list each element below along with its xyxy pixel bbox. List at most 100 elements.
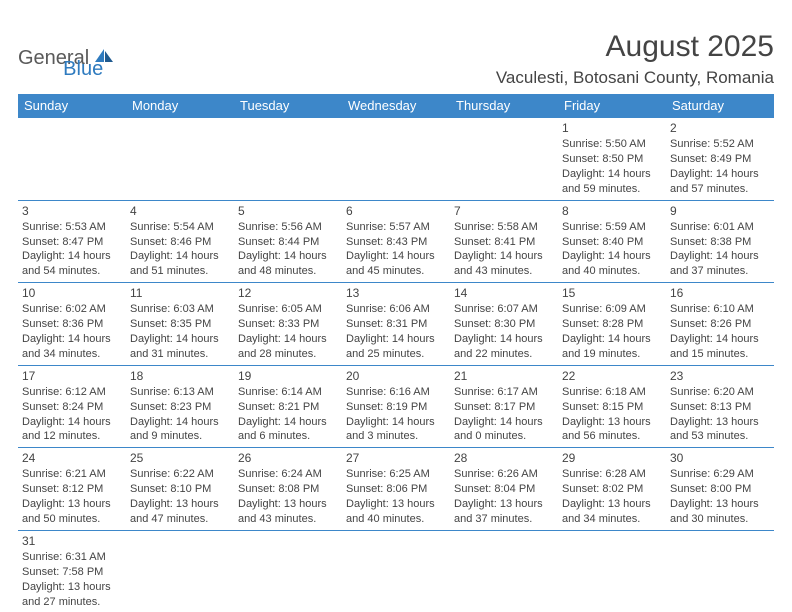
day-number: 11 bbox=[130, 285, 230, 301]
day-info-line: Daylight: 14 hours bbox=[454, 332, 554, 347]
day-info-line: Daylight: 14 hours bbox=[238, 415, 338, 430]
weekday-header: Monday bbox=[126, 94, 234, 118]
day-info-line: and 50 minutes. bbox=[22, 512, 122, 527]
day-info-line: Daylight: 14 hours bbox=[238, 249, 338, 264]
calendar-cell: 11Sunrise: 6:03 AMSunset: 8:35 PMDayligh… bbox=[126, 283, 234, 366]
calendar-cell bbox=[234, 118, 342, 201]
day-info-line: Sunset: 8:08 PM bbox=[238, 482, 338, 497]
calendar-cell: 21Sunrise: 6:17 AMSunset: 8:17 PMDayligh… bbox=[450, 365, 558, 448]
day-info-line: Daylight: 14 hours bbox=[454, 415, 554, 430]
calendar-cell: 30Sunrise: 6:29 AMSunset: 8:00 PMDayligh… bbox=[666, 448, 774, 531]
calendar-cell: 8Sunrise: 5:59 AMSunset: 8:40 PMDaylight… bbox=[558, 200, 666, 283]
day-number: 4 bbox=[130, 203, 230, 219]
calendar-cell: 20Sunrise: 6:16 AMSunset: 8:19 PMDayligh… bbox=[342, 365, 450, 448]
calendar-cell: 16Sunrise: 6:10 AMSunset: 8:26 PMDayligh… bbox=[666, 283, 774, 366]
day-info-line: Sunset: 8:24 PM bbox=[22, 400, 122, 415]
day-info-line: Sunset: 8:26 PM bbox=[670, 317, 770, 332]
day-info-line: Sunrise: 5:52 AM bbox=[670, 137, 770, 152]
calendar-cell bbox=[450, 530, 558, 612]
day-info-line: Sunrise: 6:31 AM bbox=[22, 550, 122, 565]
weekday-header: Tuesday bbox=[234, 94, 342, 118]
calendar-cell: 31Sunrise: 6:31 AMSunset: 7:58 PMDayligh… bbox=[18, 530, 126, 612]
calendar-cell: 28Sunrise: 6:26 AMSunset: 8:04 PMDayligh… bbox=[450, 448, 558, 531]
calendar-cell: 19Sunrise: 6:14 AMSunset: 8:21 PMDayligh… bbox=[234, 365, 342, 448]
calendar-cell: 18Sunrise: 6:13 AMSunset: 8:23 PMDayligh… bbox=[126, 365, 234, 448]
day-number: 18 bbox=[130, 368, 230, 384]
calendar-cell: 27Sunrise: 6:25 AMSunset: 8:06 PMDayligh… bbox=[342, 448, 450, 531]
calendar-cell bbox=[450, 118, 558, 201]
day-info-line: Sunset: 8:23 PM bbox=[130, 400, 230, 415]
day-info-line: Sunset: 7:58 PM bbox=[22, 565, 122, 580]
day-number: 28 bbox=[454, 450, 554, 466]
calendar-row: 10Sunrise: 6:02 AMSunset: 8:36 PMDayligh… bbox=[18, 283, 774, 366]
day-info-line: Sunrise: 6:24 AM bbox=[238, 467, 338, 482]
day-info-line: Daylight: 14 hours bbox=[562, 332, 662, 347]
day-info-line: and 45 minutes. bbox=[346, 264, 446, 279]
day-info-line: Sunrise: 5:56 AM bbox=[238, 220, 338, 235]
day-info-line: and 56 minutes. bbox=[562, 429, 662, 444]
day-number: 12 bbox=[238, 285, 338, 301]
day-info-line: Daylight: 14 hours bbox=[454, 249, 554, 264]
day-info-line: and 40 minutes. bbox=[346, 512, 446, 527]
day-info-line: Daylight: 13 hours bbox=[454, 497, 554, 512]
day-info-line: Sunrise: 5:53 AM bbox=[22, 220, 122, 235]
calendar-row: 3Sunrise: 5:53 AMSunset: 8:47 PMDaylight… bbox=[18, 200, 774, 283]
day-info-line: Sunset: 8:43 PM bbox=[346, 235, 446, 250]
day-info-line: Sunset: 8:06 PM bbox=[346, 482, 446, 497]
calendar-cell: 23Sunrise: 6:20 AMSunset: 8:13 PMDayligh… bbox=[666, 365, 774, 448]
day-info-line: Sunrise: 6:05 AM bbox=[238, 302, 338, 317]
day-info-line: Daylight: 14 hours bbox=[562, 167, 662, 182]
day-number: 8 bbox=[562, 203, 662, 219]
calendar-cell: 25Sunrise: 6:22 AMSunset: 8:10 PMDayligh… bbox=[126, 448, 234, 531]
day-info-line: Sunset: 8:02 PM bbox=[562, 482, 662, 497]
day-number: 3 bbox=[22, 203, 122, 219]
day-info-line: Sunrise: 6:10 AM bbox=[670, 302, 770, 317]
day-number: 2 bbox=[670, 120, 770, 136]
day-info-line: Daylight: 14 hours bbox=[130, 332, 230, 347]
day-info-line: Sunset: 8:31 PM bbox=[346, 317, 446, 332]
day-info-line: and 19 minutes. bbox=[562, 347, 662, 362]
calendar-cell bbox=[342, 530, 450, 612]
title-block: August 2025 Vaculesti, Botosani County, … bbox=[496, 30, 774, 88]
day-number: 14 bbox=[454, 285, 554, 301]
day-info-line: Sunrise: 5:54 AM bbox=[130, 220, 230, 235]
day-info-line: and 48 minutes. bbox=[238, 264, 338, 279]
day-info-line: Daylight: 14 hours bbox=[670, 332, 770, 347]
day-info-line: Sunrise: 6:12 AM bbox=[22, 385, 122, 400]
calendar-cell: 4Sunrise: 5:54 AMSunset: 8:46 PMDaylight… bbox=[126, 200, 234, 283]
header: General Blue August 2025 Vaculesti, Boto… bbox=[18, 30, 774, 88]
calendar-cell bbox=[126, 118, 234, 201]
day-info-line: Sunset: 8:15 PM bbox=[562, 400, 662, 415]
day-info-line: Sunset: 8:33 PM bbox=[238, 317, 338, 332]
calendar-cell bbox=[126, 530, 234, 612]
logo-text-blue: Blue bbox=[63, 58, 103, 81]
day-info-line: Sunrise: 6:03 AM bbox=[130, 302, 230, 317]
calendar-cell: 10Sunrise: 6:02 AMSunset: 8:36 PMDayligh… bbox=[18, 283, 126, 366]
day-info-line: Daylight: 14 hours bbox=[670, 167, 770, 182]
day-number: 13 bbox=[346, 285, 446, 301]
calendar-cell: 24Sunrise: 6:21 AMSunset: 8:12 PMDayligh… bbox=[18, 448, 126, 531]
day-info-line: and 34 minutes. bbox=[562, 512, 662, 527]
day-info-line: and 53 minutes. bbox=[670, 429, 770, 444]
day-info-line: Sunrise: 6:26 AM bbox=[454, 467, 554, 482]
day-info-line: Sunrise: 6:13 AM bbox=[130, 385, 230, 400]
calendar-row: 31Sunrise: 6:31 AMSunset: 7:58 PMDayligh… bbox=[18, 530, 774, 612]
day-info-line: Daylight: 14 hours bbox=[130, 249, 230, 264]
day-info-line: and 15 minutes. bbox=[670, 347, 770, 362]
calendar-cell: 7Sunrise: 5:58 AMSunset: 8:41 PMDaylight… bbox=[450, 200, 558, 283]
weekday-header: Saturday bbox=[666, 94, 774, 118]
day-info-line: Daylight: 13 hours bbox=[346, 497, 446, 512]
day-number: 6 bbox=[346, 203, 446, 219]
calendar-cell bbox=[18, 118, 126, 201]
calendar-row: 1Sunrise: 5:50 AMSunset: 8:50 PMDaylight… bbox=[18, 118, 774, 201]
logo: General Blue bbox=[18, 30, 103, 81]
day-number: 24 bbox=[22, 450, 122, 466]
calendar-cell: 14Sunrise: 6:07 AMSunset: 8:30 PMDayligh… bbox=[450, 283, 558, 366]
day-info-line: and 3 minutes. bbox=[346, 429, 446, 444]
day-info-line: Daylight: 13 hours bbox=[670, 415, 770, 430]
day-number: 27 bbox=[346, 450, 446, 466]
day-info-line: and 0 minutes. bbox=[454, 429, 554, 444]
day-number: 30 bbox=[670, 450, 770, 466]
day-info-line: and 47 minutes. bbox=[130, 512, 230, 527]
day-info-line: Daylight: 14 hours bbox=[130, 415, 230, 430]
